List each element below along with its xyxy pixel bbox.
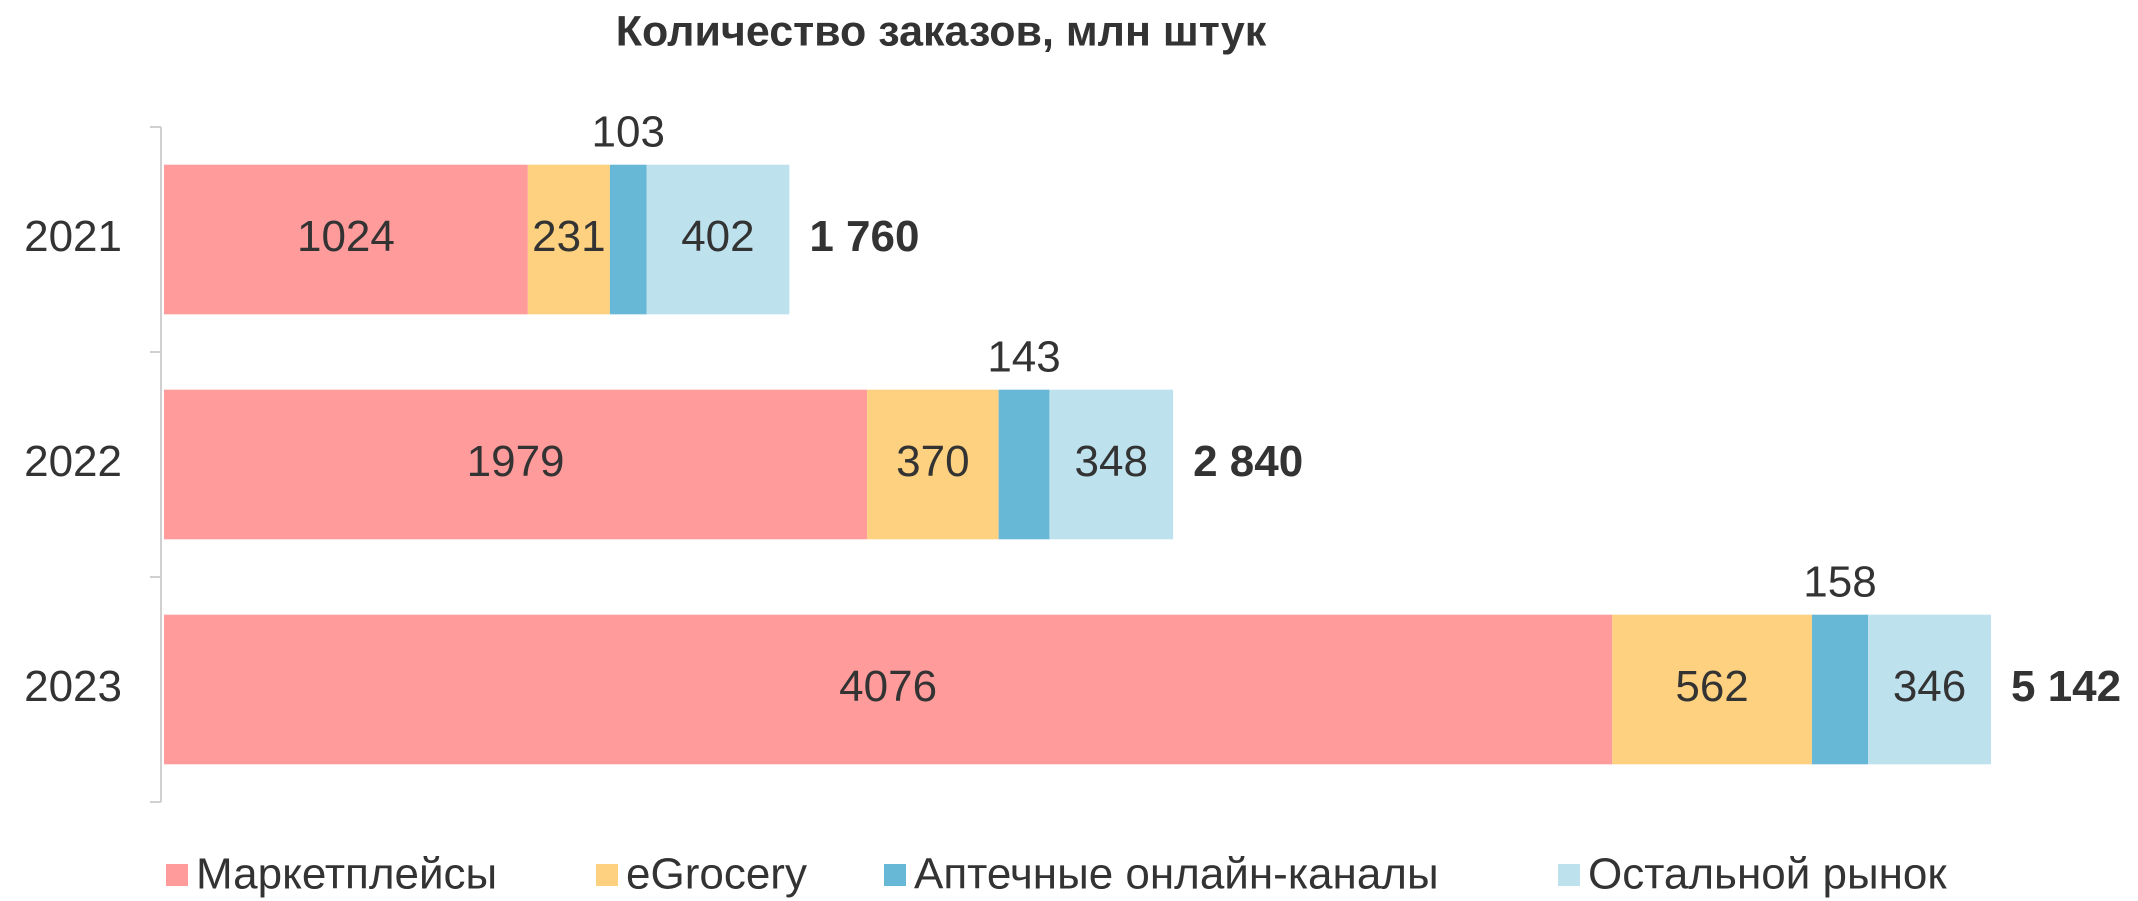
y-tick-label: 2023 (24, 662, 122, 711)
data-label: 346 (1893, 662, 1966, 711)
chart-title: Количество заказов, млн штук (616, 7, 1267, 55)
bar-segment (998, 389, 1050, 540)
data-label: 402 (681, 212, 754, 261)
bar-segment (646, 164, 790, 315)
total-label: 1 760 (809, 212, 919, 261)
data-label: 158 (1803, 557, 1876, 606)
legend-label: Маркетплейсы (196, 850, 497, 899)
y-tick-label: 2021 (24, 212, 122, 261)
legend-swatch (166, 864, 188, 886)
bar-segment (1868, 614, 1991, 765)
legend-label: Остальной рынок (1588, 850, 1947, 899)
total-label: 5 142 (2011, 662, 2121, 711)
data-label: 370 (896, 437, 969, 486)
legend-swatch (596, 864, 618, 886)
data-label: 103 (592, 107, 665, 156)
bar-segment (164, 389, 868, 540)
data-label: 1024 (297, 212, 395, 261)
data-label: 1979 (467, 437, 565, 486)
bar-segment (164, 164, 528, 315)
data-label: 562 (1675, 662, 1748, 711)
legend-swatch (1558, 864, 1580, 886)
y-tick-label: 2022 (24, 437, 122, 486)
data-label: 231 (532, 212, 605, 261)
bar-segment (1612, 614, 1812, 765)
legend-label: Аптечные онлайн-каналы (914, 850, 1439, 899)
bar-segment (527, 164, 610, 315)
legend-swatch (884, 864, 906, 886)
data-label: 143 (987, 332, 1060, 381)
bar-segment (867, 389, 999, 540)
bar-segment (1811, 614, 1869, 765)
bar-segment (1049, 389, 1174, 540)
bar-segment (164, 614, 1613, 765)
legend-label: eGrocery (626, 850, 807, 899)
data-label: 4076 (839, 662, 937, 711)
total-label: 2 840 (1193, 437, 1303, 486)
bar-segment (609, 164, 647, 315)
data-label: 348 (1075, 437, 1148, 486)
